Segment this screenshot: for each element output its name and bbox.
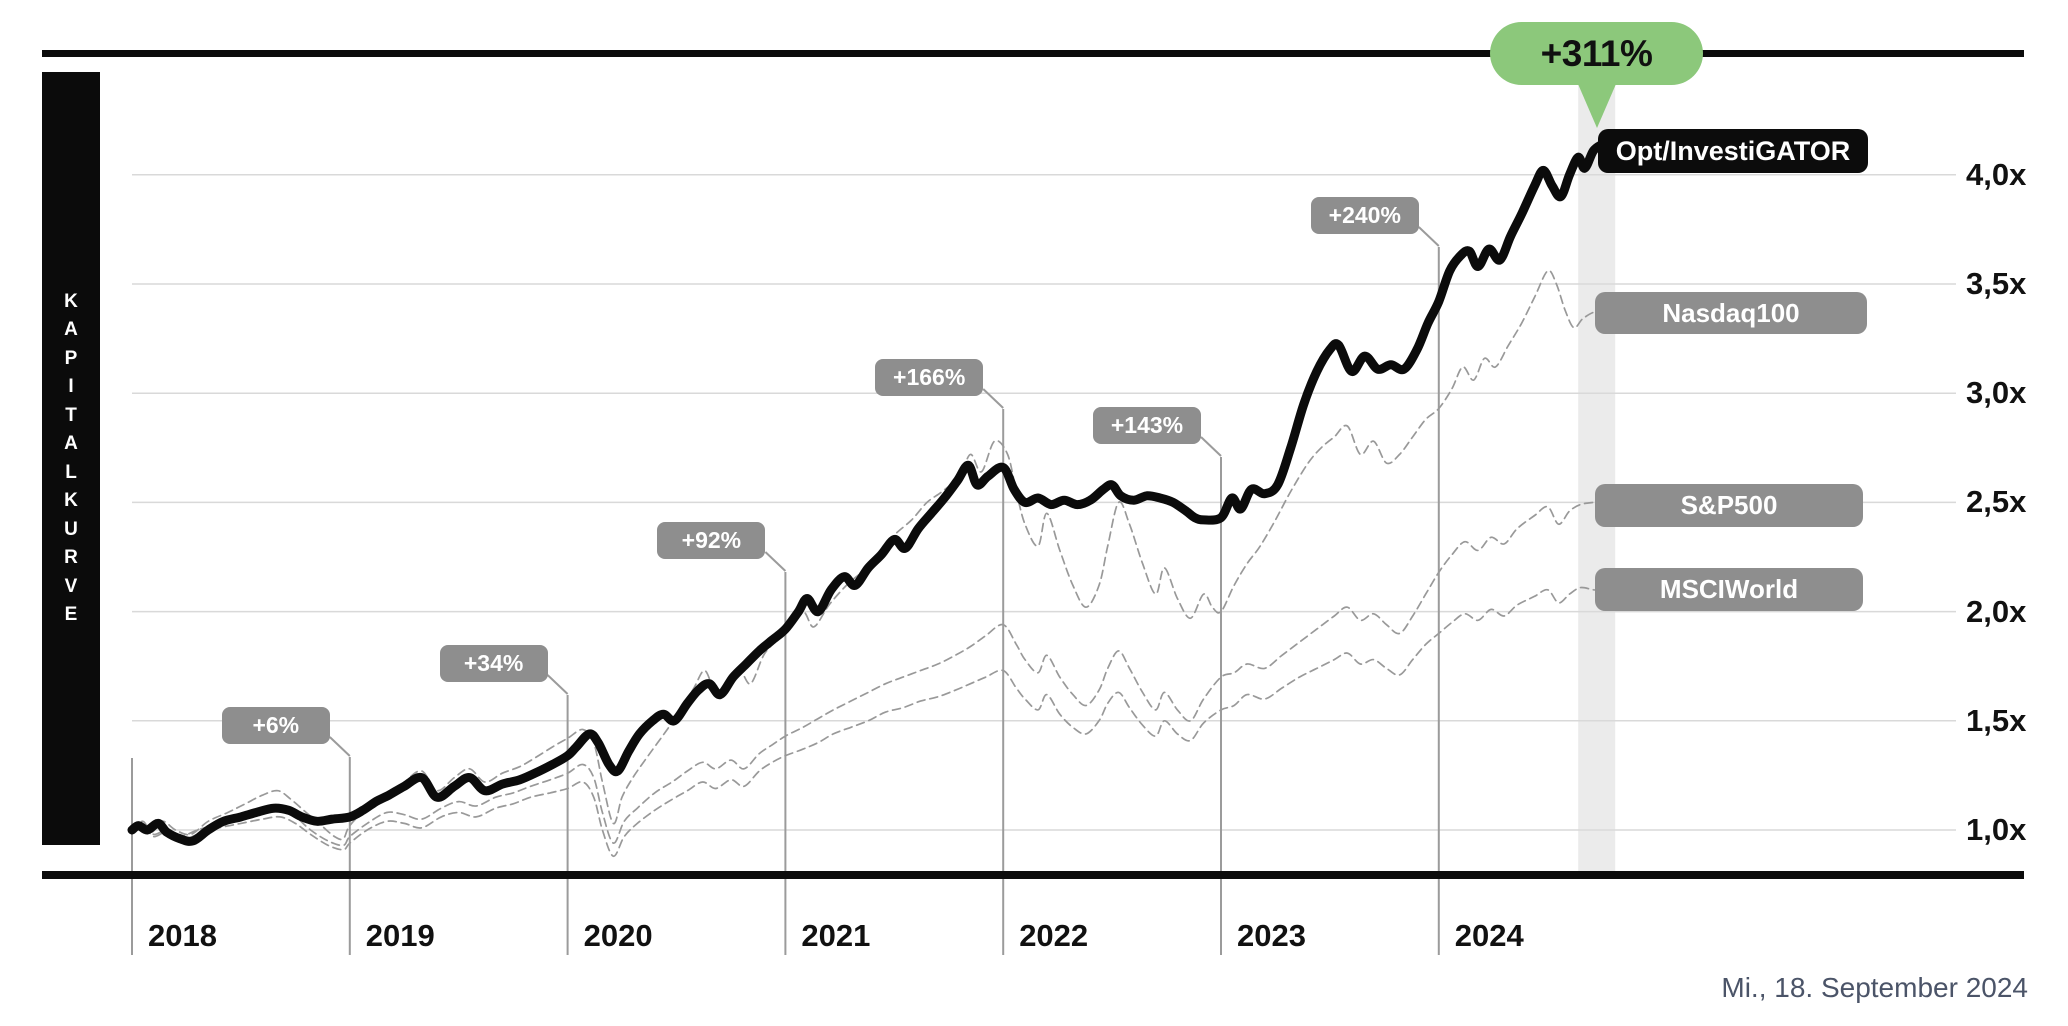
y-axis-tick-label: 2,5x (1966, 484, 2027, 520)
bottom-divider (42, 871, 2024, 879)
vertical-title-letter: L (65, 461, 77, 483)
callout-pointer-icon (1578, 84, 1616, 128)
year-label: 2022 (1019, 918, 1089, 953)
year-label: 2020 (583, 918, 653, 953)
year-label: 2021 (801, 918, 871, 953)
series-line-opt-investigator (127, 139, 1607, 846)
milestone-connector (1200, 436, 1222, 457)
current-period-band (1578, 57, 1616, 871)
main-series-label: Opt/InvestiGATOR (1598, 129, 1868, 173)
vertical-title-letter: V (64, 575, 78, 597)
milestone-return-pill: +143% (1093, 407, 1201, 444)
vertical-title-letter: K (64, 290, 78, 312)
milestone-return-pill: +92% (657, 522, 766, 559)
vertical-title-letter: R (64, 547, 78, 568)
milestone-return-pill: +34% (439, 645, 548, 682)
y-axis-tick-label: 3,5x (1966, 266, 2027, 301)
milestone-connector (329, 736, 351, 757)
year-label: 2023 (1237, 918, 1306, 953)
y-axis-tick-label: 4,0x (1966, 156, 2027, 192)
nasdaq100-series-label: Nasdaq100 (1595, 292, 1867, 334)
vertical-title-letter: P (64, 347, 78, 369)
series-line-msciworld (131, 586, 1604, 858)
vertical-title-letter: K (64, 490, 78, 511)
vertical-title-letter: A (64, 433, 78, 454)
y-axis-tick-label: 1,5x (1966, 702, 2027, 738)
y-axis-tick-label: 1,0x (1966, 812, 2027, 847)
milestone-connector (1418, 226, 1440, 247)
year-label: 2024 (1454, 918, 1524, 953)
sp500-series-label: S&P500 (1595, 484, 1863, 527)
year-label: 2019 (365, 918, 435, 953)
total-return-callout: +311% (1490, 22, 1703, 85)
as-of-date: Mi., 18. September 2024 (1721, 972, 2028, 1003)
milestone-return-pill: +240% (1310, 197, 1419, 234)
vertical-title-letter: A (64, 319, 78, 340)
milestone-return-pill: +6% (221, 707, 330, 744)
vertical-title-letter: T (65, 404, 77, 426)
vertical-title-letter: I (68, 376, 74, 397)
msciworld-series-label: MSCIWorld (1595, 568, 1863, 611)
series-line-nasdaq100 (131, 269, 1604, 841)
year-label: 2018 (148, 918, 217, 953)
top-divider (42, 50, 2024, 57)
y-axis-tick-label: 3,0x (1966, 375, 2027, 411)
vertical-title-letter: E (64, 604, 78, 625)
milestone-connector (982, 388, 1004, 409)
milestone-return-pill: +166% (875, 359, 984, 396)
milestone-connector (546, 674, 569, 695)
milestone-connector (764, 551, 787, 572)
y-axis-tick-label: 2,0x (1966, 593, 2027, 629)
vertical-title-letter: U (64, 518, 78, 540)
series-line-s-p500 (131, 501, 1604, 847)
